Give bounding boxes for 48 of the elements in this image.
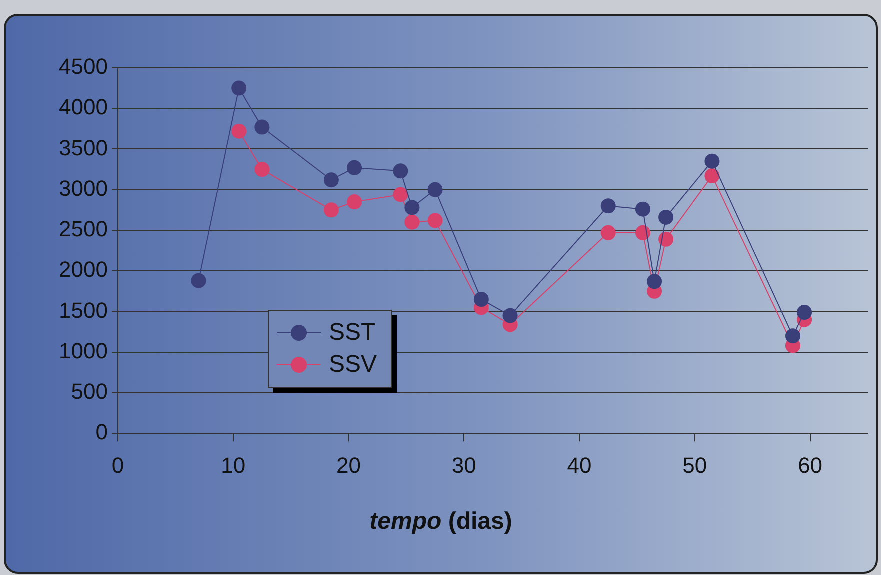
- legend-label: SSV: [329, 351, 378, 379]
- point: [393, 187, 408, 202]
- point: [704, 168, 720, 184]
- point: [502, 308, 518, 324]
- point: [658, 210, 674, 225]
- y-tick-label: 2000: [58, 257, 108, 282]
- x-axis-title: tempo (dias): [368, 508, 514, 536]
- point: [647, 274, 662, 290]
- point: [191, 273, 206, 288]
- point: [232, 80, 247, 96]
- point: [658, 232, 674, 247]
- y-tick-label: 4000: [58, 94, 108, 120]
- y-tick-label: 3000: [58, 176, 108, 201]
- point: [254, 162, 270, 178]
- point: [785, 328, 800, 344]
- point: [428, 213, 443, 228]
- point: [347, 160, 362, 176]
- x-tick-label: 10: [221, 452, 246, 478]
- x-tick-label: 0: [112, 452, 124, 478]
- point: [324, 202, 339, 218]
- point: [600, 225, 616, 240]
- x-tick-label: 40: [567, 452, 592, 478]
- point: [635, 202, 650, 217]
- y-tick-label: 3500: [58, 135, 108, 160]
- x-tick-label: 50: [682, 452, 708, 478]
- point: [600, 198, 616, 214]
- y-tick-label: 1000: [58, 338, 108, 364]
- y-tick-label: 1500: [58, 298, 108, 323]
- point: [324, 172, 339, 188]
- point: [254, 120, 270, 135]
- point: [797, 305, 812, 320]
- y-tick-label: 500: [71, 379, 108, 404]
- point: [704, 154, 720, 169]
- point: [474, 292, 489, 308]
- point: [347, 194, 362, 210]
- x-tick-label: 30: [452, 452, 476, 478]
- point: [635, 225, 650, 240]
- legend-label: SST: [329, 319, 376, 347]
- x-tick-label: 60: [798, 452, 823, 478]
- point: [393, 164, 408, 179]
- y-tick-label: 0: [96, 420, 108, 445]
- y-tick-label: 4500: [58, 54, 108, 80]
- point: [404, 214, 420, 230]
- point: [404, 200, 420, 216]
- point: [428, 182, 443, 198]
- x-tick-label: 20: [336, 452, 361, 478]
- point: [232, 124, 247, 139]
- y-tick-label: 2500: [58, 216, 108, 242]
